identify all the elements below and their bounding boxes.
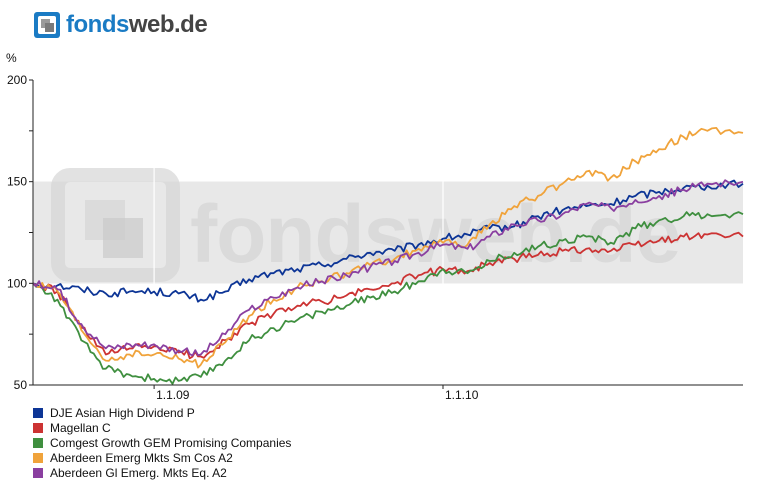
series-line-1 xyxy=(32,231,744,360)
watermark-text: fondsweb.de xyxy=(190,189,680,280)
series-line-4 xyxy=(32,179,744,357)
legend-swatch xyxy=(33,422,43,433)
y-axis-label: % xyxy=(6,51,17,65)
legend-item: DJE Asian High Dividend P xyxy=(33,405,291,420)
legend-label: Aberdeen Emerg Mkts Sm Cos A2 xyxy=(50,450,233,465)
logo-text: fondsweb.de xyxy=(66,10,208,40)
fondsweb-logo-icon xyxy=(34,12,60,38)
legend-item: Aberdeen Gl Emerg. Mkts Eq. A2 xyxy=(33,465,291,480)
legend-label: Comgest Growth GEM Promising Companies xyxy=(50,435,292,450)
legend-swatch xyxy=(33,467,43,478)
series-line-2 xyxy=(32,211,744,385)
legend-swatch xyxy=(33,452,43,463)
y-tick-label: 50 xyxy=(14,378,28,392)
axes: 50 100 150 200 1.1.09 1.1.10 xyxy=(7,73,743,400)
x-tick-label: 1.1.09 xyxy=(156,388,190,400)
plot-band xyxy=(33,181,743,284)
plot-background xyxy=(33,80,743,385)
logo-brand: fonds xyxy=(66,11,129,38)
legend-swatch xyxy=(33,407,43,418)
y-tick-label: 100 xyxy=(7,276,27,290)
fondsweb-logo[interactable]: fondsweb.de xyxy=(34,10,214,42)
series-lines xyxy=(32,127,744,385)
y-tick-label: 150 xyxy=(7,175,27,189)
legend-swatch xyxy=(33,437,43,448)
logo-tld: web.de xyxy=(128,11,208,38)
series-line-0 xyxy=(32,179,744,303)
legend-item: Aberdeen Emerg Mkts Sm Cos A2 xyxy=(33,450,291,465)
legend-item: Magellan C xyxy=(33,420,291,435)
legend-label: Aberdeen Gl Emerg. Mkts Eq. A2 xyxy=(50,465,227,480)
legend-label: Magellan C xyxy=(50,420,111,435)
x-tick-label: 1.1.10 xyxy=(445,388,479,400)
legend: DJE Asian High Dividend P Magellan C Comge… xyxy=(33,405,291,480)
legend-label: DJE Asian High Dividend P xyxy=(50,405,195,420)
legend-item: Comgest Growth GEM Promising Companies xyxy=(33,435,291,450)
y-tick-label: 200 xyxy=(7,73,27,87)
performance-chart: fondsweb.de 50 100 150 200 1.1.09 1.1.10 % xyxy=(6,51,744,400)
grid xyxy=(153,80,444,385)
